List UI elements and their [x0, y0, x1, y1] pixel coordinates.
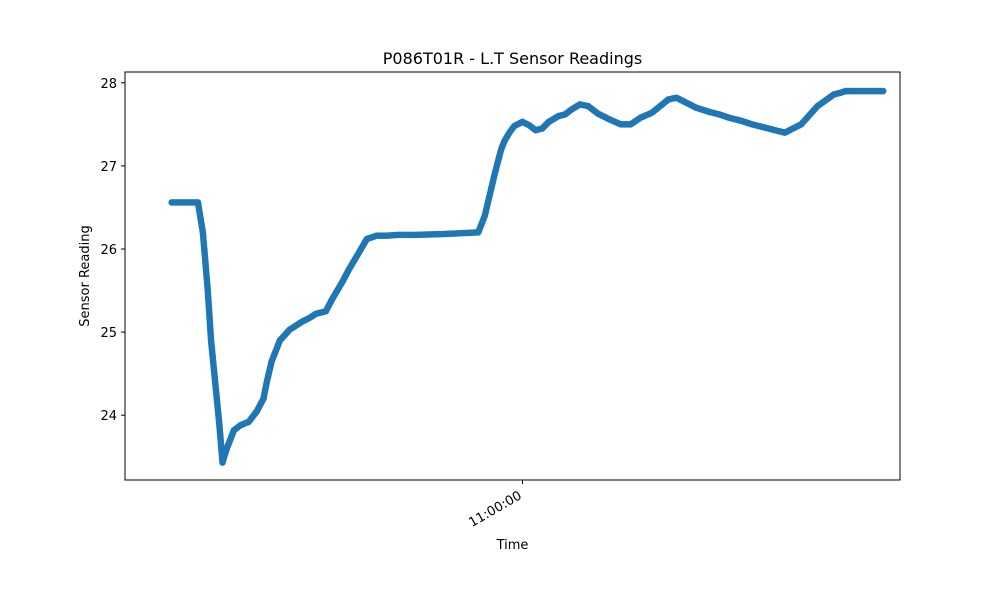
data-point	[879, 87, 887, 95]
data-points	[168, 87, 887, 466]
y-axis-title: Sensor Reading	[78, 225, 93, 326]
y-tick-label: 24	[100, 409, 117, 424]
y-tick-label: 28	[100, 77, 117, 92]
x-axis-title: Time	[496, 538, 529, 553]
y-tick-label: 26	[100, 243, 117, 258]
y-axis: 24 25 26 27 28	[100, 77, 125, 424]
chart-title: P086T01R - L.T Sensor Readings	[383, 49, 642, 68]
y-tick-label: 27	[100, 160, 117, 175]
plot-frame	[124, 71, 901, 481]
y-tick-label: 25	[100, 326, 117, 341]
